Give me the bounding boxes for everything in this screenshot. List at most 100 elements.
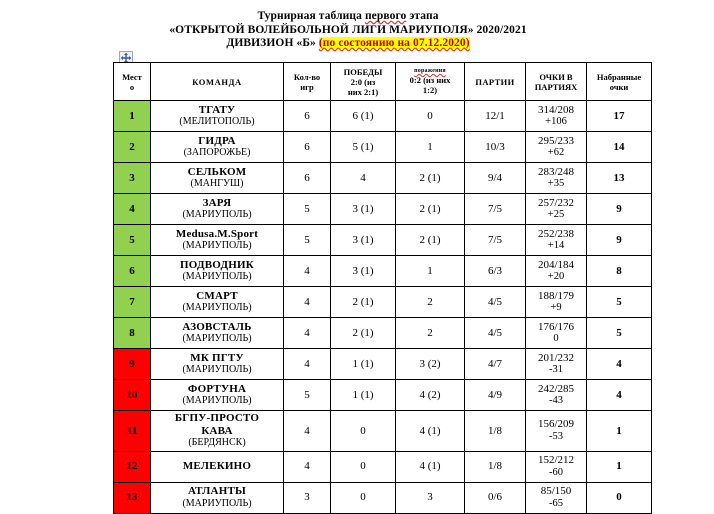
cell-losses: 2 (1) [395,162,465,194]
column-header-losses: поражения 0:2 (из них 1:2) [395,62,465,101]
cell-team: ГИДРА (ЗАПОРОЖЬЕ) [150,131,284,163]
cell-sets: 6/3 [464,255,526,287]
cell-points: 152/212 -60 [525,450,587,483]
table-header-row: Мест о КОМАНДА Кол-во игр ПОБЕДЫ 2:0 (из… [113,62,652,101]
points-ratio: 283/248 [537,165,575,178]
title-line-3: ДИВИЗИОН «Б» (по состоянию на 07.12.2020… [113,37,583,51]
points-diff: +9 [550,302,562,313]
cell-sets: 9/4 [464,162,526,194]
column-header-wins-l3: них 2:1) [347,86,379,97]
cell-wins: 0 [330,410,396,452]
cell-points: 283/248 +35 [525,162,587,194]
title-line-1-spellcheck-word: первого [364,10,407,22]
team-name: ЗАРЯ [202,196,232,209]
cell-sets: 4/7 [464,348,526,380]
cell-total-points: 14 [586,131,652,163]
table-row: 10 ФОРТУНА (МАРИУПОЛЬ) 5 1 (1) 4 (2) 4/9 242/28… [113,379,652,411]
points-diff: -60 [549,466,563,478]
table-row: 11 БГПУ-ПРОСТО КАВА (БЕРДЯНСК) 4 0 4 (1) 1/8 156… [113,410,652,452]
cell-place: 4 [113,193,151,225]
column-header-games-l2: игр [300,81,314,92]
cell-sets: 4/5 [464,317,526,349]
cell-total-points: 5 [586,286,652,318]
cell-team: МК ПГТУ (МАРИУПОЛЬ) [150,348,284,380]
cell-losses: 0 [395,100,465,132]
team-name: АТЛАНТЫ [187,485,246,497]
cell-games: 6 [283,131,331,163]
cell-total-points: 17 [586,100,652,132]
team-city: (МЕЛИТОПОЛЬ) [179,116,255,127]
cell-total-points: 13 [586,162,652,194]
points-ratio: 314/208 [537,103,575,116]
table-row: 13 АТЛАНТЫ (МАРИУПОЛЬ) 3 0 3 0/6 85/150 -65 0 [113,481,652,514]
column-header-place: Мест о [113,62,151,101]
team-name-line2: КАВА [201,424,233,437]
team-name: АЗОВСТАЛЬ [182,320,252,333]
column-header-losses-l1: 0:2 (из них [409,75,451,85]
cell-team: СЕЛЬКОМ (МАНГУШ) [150,162,284,194]
standings-table: Мест о КОМАНДА Кол-во игр ПОБЕДЫ 2:0 (из… [113,62,652,514]
cell-wins: 0 [330,450,396,483]
points-ratio: 176/176 [537,320,575,333]
cell-points: 252/238 +14 [525,224,587,256]
points-ratio: 156/209 [537,418,575,431]
cell-team: АЗОВСТАЛЬ (МАРИУПОЛЬ) [150,317,284,349]
cell-points: 242/285 -43 [525,379,587,411]
cell-team: БГПУ-ПРОСТО КАВА (БЕРДЯНСК) [150,410,284,452]
cell-games: 5 [283,193,331,225]
cell-team: АТЛАНТЫ (МАРИУПОЛЬ) [150,481,284,514]
cell-team: СМАРТ (МАРИУПОЛЬ) [150,286,284,318]
table-row: 5 Medusa.M.Sport (МАРИУПОЛЬ) 5 3 (1) 2 (1) 7/5… [113,224,652,256]
cell-losses: 2 [395,317,465,349]
column-header-place-l1: Мест [122,71,142,82]
points-ratio: 242/285 [537,382,575,395]
column-header-losses-l2: 1:2) [422,85,438,95]
table-row: 8 АЗОВСТАЛЬ (МАРИУПОЛЬ) 4 2 (1) 2 4/5 176/176 0 5 [113,317,652,349]
cell-games: 4 [283,255,331,287]
cell-wins: 5 (1) [330,131,396,163]
table-row: 7 СМАРТ (МАРИУПОЛЬ) 4 2 (1) 2 4/5 188/179 +9 5 [113,286,652,318]
team-city: (МАНГУШ) [190,178,244,189]
cell-place: 13 [113,481,151,514]
points-diff: +62 [547,147,565,158]
cell-losses: 3 [395,481,465,514]
team-name: СЕЛЬКОМ [187,165,247,178]
points-ratio: 257/232 [537,196,575,209]
cell-points: 188/179 +9 [525,286,587,318]
cell-points: 85/150 -65 [525,481,587,514]
points-diff: -31 [549,364,563,375]
cell-games: 6 [283,162,331,194]
column-header-team: КОМАНДА [150,62,284,101]
column-header-points-l1: ОЧКИ В [539,71,573,82]
cell-place: 3 [113,162,151,194]
cell-total-points: 8 [586,255,652,287]
team-name: ТГАТУ [198,103,236,116]
cell-team: МЕЛЕКИНО [150,450,284,483]
cell-losses: 2 (1) [395,193,465,225]
cell-losses: 2 (1) [395,224,465,256]
cell-wins: 3 (1) [330,224,396,256]
cell-place: 7 [113,286,151,318]
cell-sets: 4/9 [464,379,526,411]
column-header-total-l2: очки [609,81,629,92]
cell-games: 4 [283,348,331,380]
cell-sets: 7/5 [464,224,526,256]
table-row: 1 ТГАТУ (МЕЛИТОПОЛЬ) 6 6 (1) 0 12/1 314/208 +106… [113,100,652,132]
column-header-wins: ПОБЕДЫ 2:0 (из них 2:1) [330,62,396,101]
cell-total-points: 1 [586,410,652,452]
points-ratio: 201/232 [537,351,575,364]
cell-total-points: 9 [586,193,652,225]
title-line-1: Турнирная таблица первого этапа [113,10,583,24]
cell-points: 204/184 +20 [525,255,587,287]
cell-sets: 10/3 [464,131,526,163]
cell-losses: 4 (1) [395,410,465,452]
cell-total-points: 0 [586,481,652,514]
cell-team: ТГАТУ (МЕЛИТОПОЛЬ) [150,100,284,132]
points-diff: 0 [553,333,559,344]
cell-losses: 3 (2) [395,348,465,380]
cell-wins: 3 (1) [330,255,396,287]
title-line-3-prefix: ДИВИЗИОН «Б» [226,37,319,49]
cell-losses: 1 [395,131,465,163]
column-header-games-l1: Кол-во [293,71,321,82]
cell-sets: 1/8 [464,450,526,483]
